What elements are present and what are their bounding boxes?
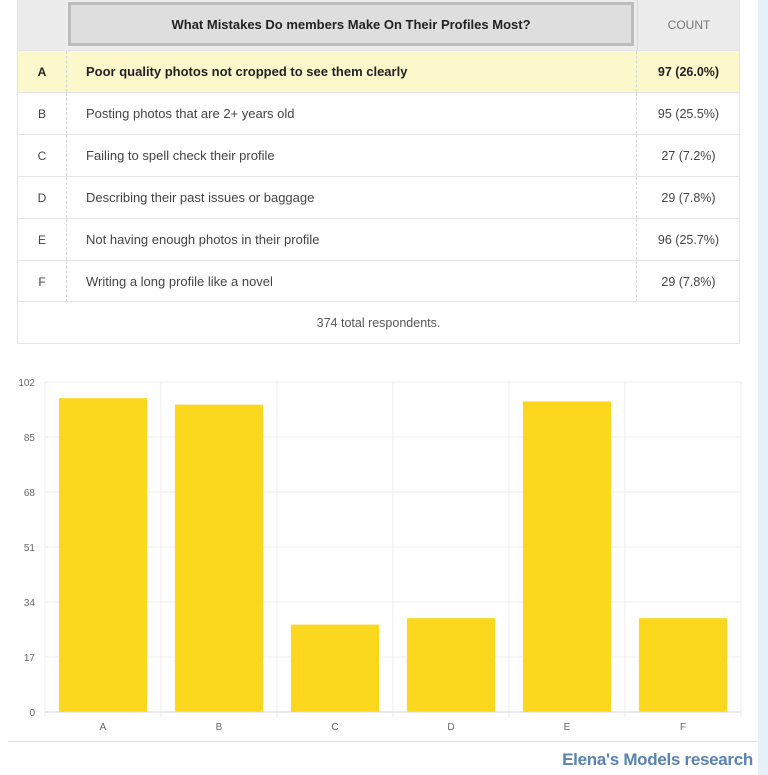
answer-letter: C [37, 148, 47, 163]
answer-letter: F [38, 274, 46, 289]
answer-text: Describing their past issues or baggage [66, 177, 636, 218]
results-bar-chart: 0 17 34 51 68 85 102 A B C D E F [18, 378, 742, 733]
y-tick-label: 68 [24, 488, 36, 499]
research-credit: Elena's Models research [562, 750, 753, 769]
y-tick-label: 34 [24, 598, 36, 609]
answer-text: Not having enough photos in their profil… [66, 219, 636, 260]
answer-text: Posting photos that are 2+ years old [66, 93, 636, 134]
bar-b [174, 404, 264, 712]
total-respondents: 374 total respondents. [18, 301, 739, 343]
y-tick-label: 17 [24, 653, 36, 664]
answer-count: 27 (7.2%) [636, 135, 740, 176]
answer-count: 29 (7.8%) [636, 261, 740, 302]
count-column-header: COUNT [637, 0, 740, 50]
letter-column-header [18, 0, 66, 50]
answer-text: Failing to spell check their profile [66, 135, 636, 176]
table-row: A Poor quality photos not cropped to see … [18, 50, 739, 92]
answer-text: Writing a long profile like a novel [66, 261, 636, 302]
answer-count: 97 (26.0%) [636, 51, 740, 92]
table-row: B Posting photos that are 2+ years old 95 … [18, 92, 739, 134]
table-row: C Failing to spell check their profile 27 … [18, 134, 739, 176]
bar-e [522, 401, 612, 712]
poll-question: What Mistakes Do members Make On Their P… [68, 2, 634, 46]
table-row: F Writing a long profile like a novel 29 (… [18, 260, 739, 302]
x-tick-label: E [564, 722, 571, 733]
bar-c [290, 624, 380, 712]
y-tick-label: 102 [18, 378, 35, 389]
table-header: What Mistakes Do members Make On Their P… [18, 0, 739, 50]
bar-a [58, 398, 148, 712]
x-tick-label: A [100, 722, 107, 733]
bar-f [638, 618, 728, 712]
x-tick-label: F [680, 722, 686, 733]
table-row: E Not having enough photos in their profi… [18, 218, 739, 260]
poll-results-table: What Mistakes Do members Make On Their P… [17, 0, 740, 344]
footer-divider [8, 741, 758, 742]
page-background-strip [758, 0, 768, 775]
x-tick-label: B [216, 722, 223, 733]
answer-count: 95 (25.5%) [636, 93, 740, 134]
answer-letter: A [37, 64, 47, 79]
y-tick-label: 0 [29, 708, 35, 719]
answer-letter: E [37, 232, 46, 247]
answer-letter: B [37, 106, 46, 121]
bar-d [406, 618, 496, 712]
x-tick-label: C [331, 722, 338, 733]
answer-text: Poor quality photos not cropped to see t… [66, 51, 636, 92]
answer-count: 96 (25.7%) [636, 219, 740, 260]
answer-letter: D [37, 190, 47, 205]
y-tick-label: 51 [24, 543, 36, 554]
x-tick-label: D [447, 722, 454, 733]
table-row: D Describing their past issues or baggage… [18, 176, 739, 218]
y-tick-label: 85 [24, 433, 36, 444]
answer-count: 29 (7.8%) [636, 177, 740, 218]
